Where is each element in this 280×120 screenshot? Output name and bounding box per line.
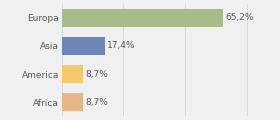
Text: 65,2%: 65,2% xyxy=(225,13,254,22)
Text: 8,7%: 8,7% xyxy=(86,98,108,107)
Text: 8,7%: 8,7% xyxy=(86,70,108,79)
Bar xyxy=(62,9,223,27)
Bar xyxy=(62,65,83,83)
Bar xyxy=(62,93,83,111)
Text: 17,4%: 17,4% xyxy=(107,41,136,50)
Bar xyxy=(62,37,105,55)
